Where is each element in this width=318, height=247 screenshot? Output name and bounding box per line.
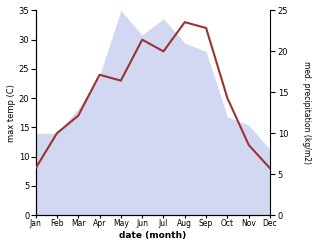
Y-axis label: max temp (C): max temp (C) (7, 84, 16, 142)
Y-axis label: med. precipitation (kg/m2): med. precipitation (kg/m2) (302, 61, 311, 164)
X-axis label: date (month): date (month) (119, 231, 186, 240)
